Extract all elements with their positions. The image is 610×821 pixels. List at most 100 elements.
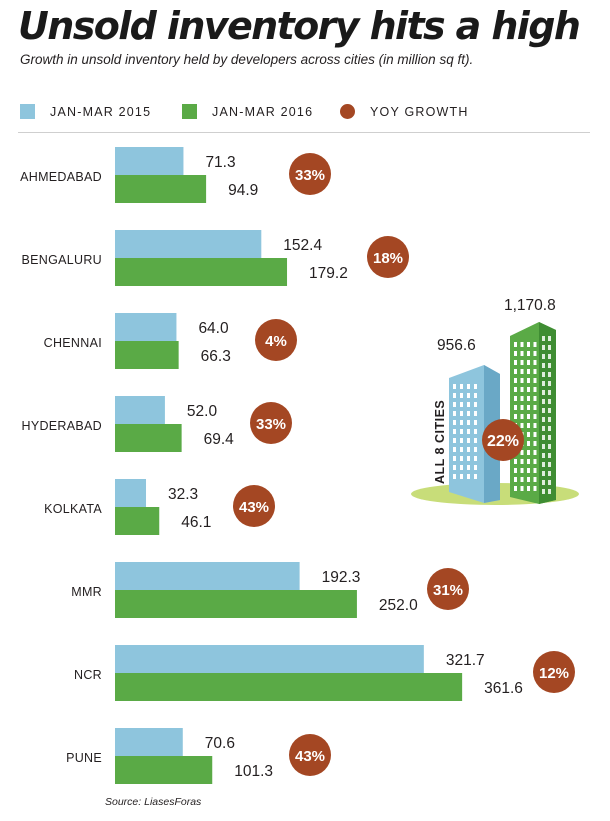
window	[474, 474, 477, 479]
window	[520, 423, 524, 428]
legend-swatch-2016	[182, 104, 197, 119]
window	[520, 396, 524, 401]
window	[542, 453, 545, 458]
value-label-2015-bengaluru: 152.4	[283, 237, 322, 254]
category-label-hyderabad: HYDERABAD	[22, 419, 103, 433]
value-label-2016-ahmedabad: 94.9	[228, 182, 258, 199]
window	[542, 417, 545, 422]
value-label-2015-chennai: 64.0	[198, 320, 229, 337]
window	[527, 459, 530, 464]
bar-2016-ahmedabad	[115, 175, 207, 203]
value-label-2016-ncr: 361.6	[484, 680, 523, 697]
category-label-mmr: MMR	[71, 585, 102, 599]
chart-subtitle: Growth in unsold inventory held by devel…	[20, 52, 474, 67]
window	[548, 426, 551, 431]
growth-label-mmr: 31%	[433, 582, 463, 599]
total-value-2015: 956.6	[437, 337, 476, 354]
window	[542, 426, 545, 431]
window	[514, 387, 517, 392]
window	[514, 468, 517, 473]
growth-label-chennai: 4%	[265, 333, 287, 350]
window	[453, 438, 456, 443]
growth-circle-bengaluru	[367, 236, 409, 278]
window	[520, 360, 524, 365]
growth-label-bengaluru: 18%	[373, 250, 403, 267]
window	[520, 378, 524, 383]
window	[474, 447, 477, 452]
window	[533, 468, 537, 473]
bar-2015-ncr	[115, 645, 424, 673]
window	[527, 423, 530, 428]
category-label-chennai: CHENNAI	[44, 336, 102, 350]
window	[520, 351, 524, 356]
window	[527, 369, 530, 374]
window	[548, 489, 551, 494]
bar-2016-hyderabad	[115, 424, 182, 452]
window	[542, 399, 545, 404]
total-growth-circle	[482, 419, 524, 461]
window	[520, 450, 524, 455]
legend-item-2016: JAN-MAR 2016	[182, 104, 313, 119]
window	[542, 354, 545, 359]
window	[542, 480, 545, 485]
window	[533, 477, 537, 482]
window	[474, 429, 477, 434]
window	[460, 411, 463, 416]
legend-label-growth: YOY GROWTH	[370, 104, 469, 119]
legend-item-growth: YOY GROWTH	[340, 104, 469, 119]
growth-circle-chennai	[255, 319, 297, 361]
source-note: Source: LiasesForas	[105, 796, 202, 808]
window	[548, 453, 551, 458]
window	[514, 396, 517, 401]
window	[527, 441, 530, 446]
value-label-2016-mmr: 252.0	[379, 597, 418, 614]
window	[520, 405, 524, 410]
window	[527, 342, 530, 347]
category-label-bengaluru: BENGALURU	[22, 253, 103, 267]
window	[533, 432, 537, 437]
growth-label-ahmedabad: 33%	[295, 167, 325, 184]
window	[548, 372, 551, 377]
window	[542, 435, 545, 440]
window	[527, 378, 530, 383]
bar-2015-bengaluru	[115, 230, 262, 258]
window	[542, 444, 545, 449]
window	[542, 363, 545, 368]
value-label-2016-hyderabad: 69.4	[204, 431, 235, 448]
window	[542, 489, 545, 494]
total-growth-label: 22%	[487, 433, 519, 450]
total-value-2016: 1,170.8	[504, 297, 556, 314]
bars-layer: AHMEDABAD 71.3 94.9 33% BENGALURU 152.4 179.2 1…	[20, 147, 575, 784]
window	[548, 408, 551, 413]
window	[460, 456, 463, 461]
legend-item-2015: JAN-MAR 2015	[20, 104, 151, 119]
value-label-2015-ncr: 321.7	[446, 652, 485, 669]
window	[453, 429, 456, 434]
window	[533, 369, 537, 374]
window	[514, 477, 517, 482]
growth-circle-ahmedabad	[289, 153, 331, 195]
window	[542, 372, 545, 377]
value-label-2016-pune: 101.3	[234, 763, 273, 780]
window	[527, 396, 530, 401]
window	[520, 387, 524, 392]
window	[453, 411, 456, 416]
value-label-2015-kolkata: 32.3	[168, 486, 198, 503]
window	[460, 465, 463, 470]
window	[548, 417, 551, 422]
window	[467, 420, 470, 425]
window	[542, 408, 545, 413]
window	[533, 450, 537, 455]
growth-circle-ncr	[533, 651, 575, 693]
window	[467, 474, 470, 479]
value-label-2015-mmr: 192.3	[322, 569, 361, 586]
window	[520, 468, 524, 473]
window	[453, 393, 456, 398]
window	[548, 390, 551, 395]
window	[520, 369, 524, 374]
window	[548, 462, 551, 467]
window	[453, 474, 456, 479]
window	[460, 429, 463, 434]
window	[453, 465, 456, 470]
category-label-kolkata: KOLKATA	[44, 502, 102, 516]
